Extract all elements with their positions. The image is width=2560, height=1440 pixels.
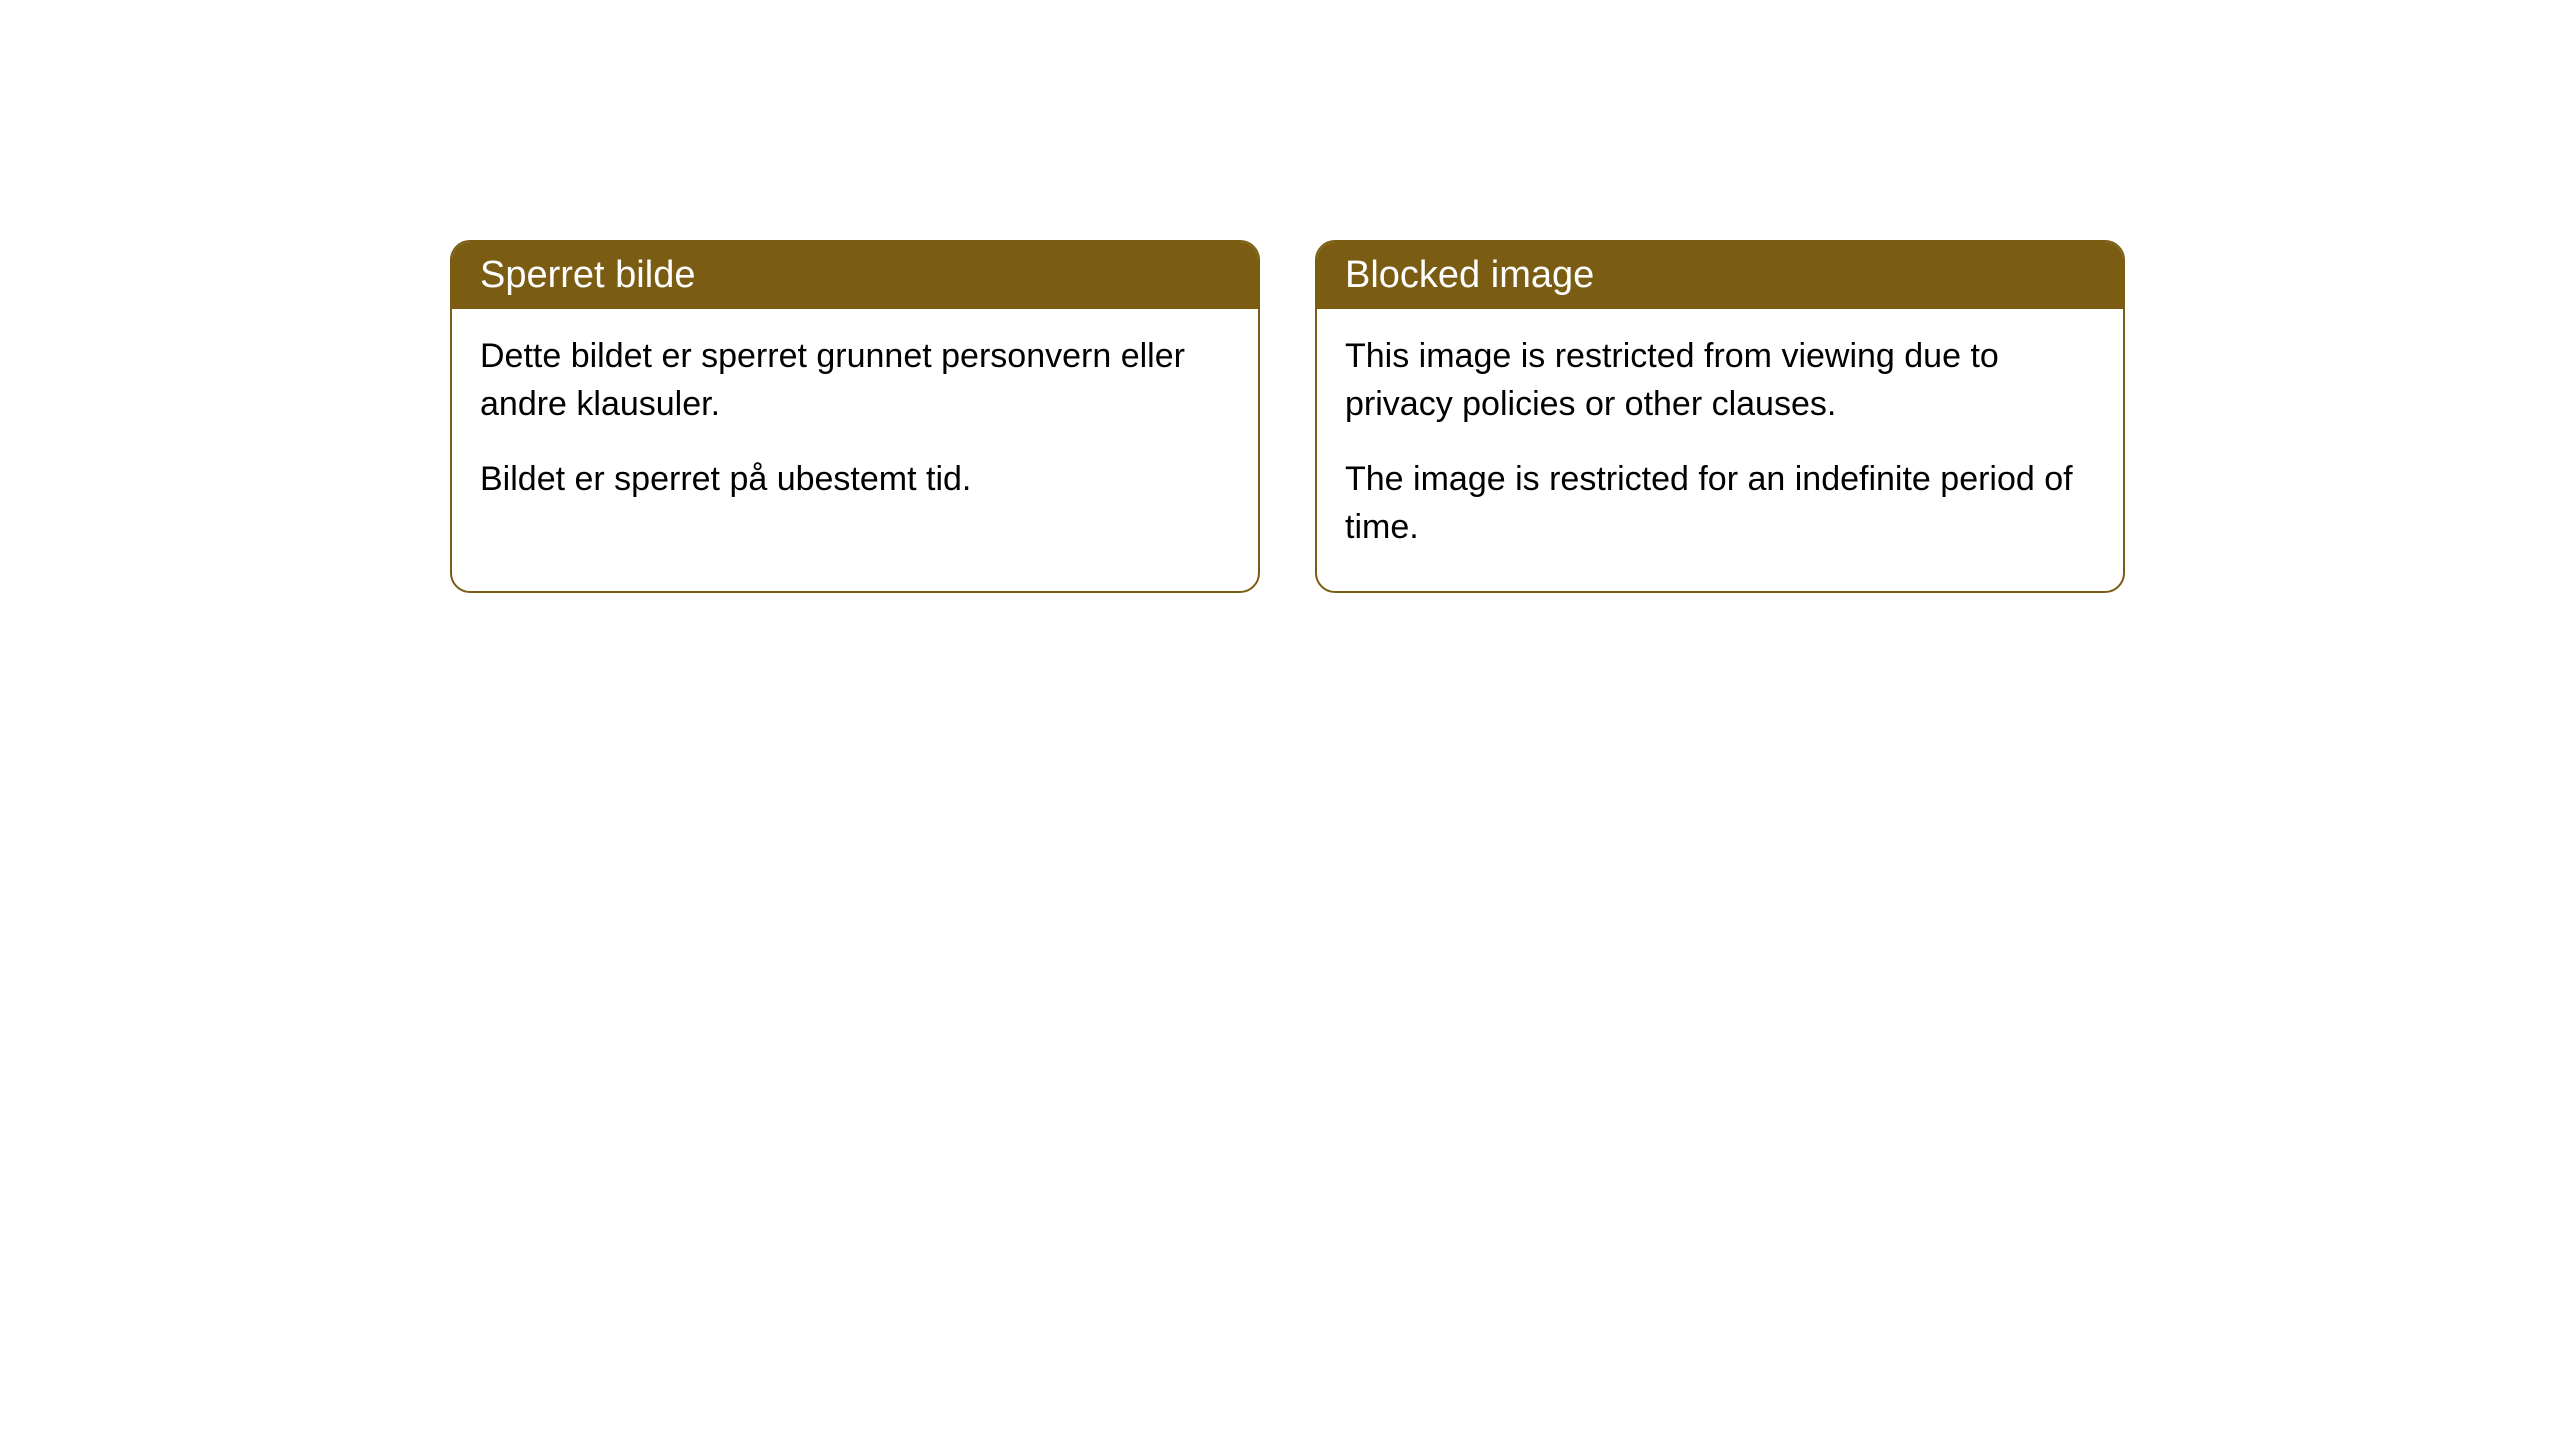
card-body-norwegian: Dette bildet er sperret grunnet personve… xyxy=(452,309,1258,544)
card-paragraph-1-norwegian: Dette bildet er sperret grunnet personve… xyxy=(480,333,1230,428)
card-paragraph-2-norwegian: Bildet er sperret på ubestemt tid. xyxy=(480,456,1230,504)
card-header-norwegian: Sperret bilde xyxy=(452,242,1258,309)
card-paragraph-2-english: The image is restricted for an indefinit… xyxy=(1345,456,2095,551)
cards-container: Sperret bilde Dette bildet er sperret gr… xyxy=(450,240,2125,593)
card-header-english: Blocked image xyxy=(1317,242,2123,309)
card-paragraph-1-english: This image is restricted from viewing du… xyxy=(1345,333,2095,428)
card-norwegian: Sperret bilde Dette bildet er sperret gr… xyxy=(450,240,1260,593)
card-body-english: This image is restricted from viewing du… xyxy=(1317,309,2123,591)
card-english: Blocked image This image is restricted f… xyxy=(1315,240,2125,593)
